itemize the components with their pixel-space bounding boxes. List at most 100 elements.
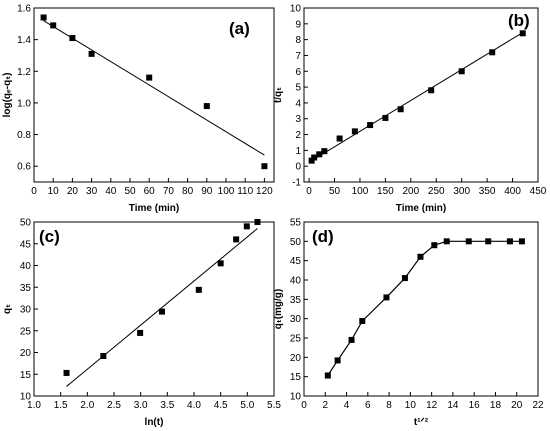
panel-b-y-tick-label: 6 [295, 67, 301, 78]
panel-d-data-point [348, 336, 355, 343]
panel-c-x-tick-label: 4.0 [187, 400, 201, 411]
panel-a-data-point [88, 50, 95, 57]
panel-c-x-tick-label: 2.5 [107, 400, 121, 411]
panel-c-data-point [254, 219, 261, 225]
panel-d-y-tick-label: 40 [290, 276, 302, 287]
panel-d-data-point [431, 242, 438, 249]
panel-c-data-point [233, 236, 240, 243]
panel-d-data-point [359, 317, 366, 324]
panel-b-y-tick-label: 0 [295, 162, 301, 173]
panel-c-y-axis-label: qₜ [2, 304, 13, 314]
panel-b: (b) Time (min) t/qₜ 0 50 100 150 200 250 300 35… [273, 4, 547, 215]
panel-c-x-tick-label: 4.5 [214, 400, 228, 411]
panel-d-data-point [324, 372, 331, 379]
panel-c-y-tick-label: 35 [20, 283, 32, 294]
panel-c-x-tick-label: 5.0 [240, 400, 254, 411]
panel-a-x-tick-label: 70 [163, 186, 175, 197]
panel-c: (c) ln(t) qₜ 1.0 1.5 2.0 2.5 3.0 3.5 4.0 4.5 5.0… [2, 218, 281, 429]
panel-b-y-tick-label: 8 [295, 35, 301, 46]
panel-a-y-tick-label: 1.0 [17, 98, 31, 109]
panel-c-data-point [195, 286, 202, 293]
panel-a-x-tick-label: 10 [48, 186, 60, 197]
panel-c-data-point [100, 352, 107, 359]
panel-d-x-tick-label: 12 [426, 400, 438, 411]
panel-b-data-point [458, 68, 465, 75]
panel-a-x-axis-label: Time (min) [129, 203, 179, 214]
panel-b-y-tick-label: 1 [295, 146, 301, 157]
panel-d-data-point [465, 238, 472, 245]
panel-c-plot-frame [33, 221, 275, 397]
panel-b-x-tick-label: 350 [479, 186, 496, 197]
panel-c-fit-line [66, 228, 258, 387]
panel-d-data-point [518, 238, 525, 245]
panel-b-data-point [519, 30, 526, 37]
panel-d-data-point [417, 253, 424, 260]
panel-c-x-tick-label: 3.0 [134, 400, 148, 411]
panel-b-data-point [397, 106, 404, 113]
panel-c-y-tick-label: 10 [20, 392, 32, 403]
panel-a-x-tick-label: 50 [124, 186, 136, 197]
panel-c-x-tick-label: 3.5 [160, 400, 174, 411]
panel-b-y-axis-label: t/qₜ [273, 87, 284, 103]
panel-b-x-tick-label: 250 [428, 186, 445, 197]
panel-d-y-axis-label: qₜ(mg/g) [273, 289, 284, 330]
panel-b-data-point [428, 87, 435, 94]
panel-d-tag: (d) [312, 227, 334, 246]
panel-d-y-tick-label: 30 [290, 314, 302, 325]
panel-b-y-tick-label: 2 [295, 130, 301, 141]
panel-d-x-tick-label: 6 [365, 400, 371, 411]
panel-d-series-line [327, 240, 522, 376]
panel-b-y-tick-label: -1 [292, 178, 301, 189]
panel-c-x-tick-label: 2.0 [80, 400, 94, 411]
panel-c-x-tick-label: 1.5 [54, 400, 68, 411]
panel-a-x-tick-label: 100 [218, 186, 235, 197]
panel-c-x-axis-label: ln(t) [145, 417, 164, 428]
panel-c-data-point [159, 308, 165, 315]
panel-b-x-tick-label: 300 [453, 186, 470, 197]
panel-a-y-tick-label: 1.4 [17, 35, 31, 46]
panel-b-y-tick-label: 3 [295, 114, 301, 125]
panel-c-data-point [137, 329, 144, 336]
panel-b-x-tick-label: 400 [504, 186, 521, 197]
panel-b-plot-frame [303, 7, 539, 183]
panel-b-y-tick-label: 9 [295, 19, 301, 30]
panel-a-y-tick-label: 0.8 [17, 130, 31, 141]
panel-b-x-tick-label: 150 [377, 186, 394, 197]
panel-d-x-tick-label: 0 [301, 400, 307, 411]
panel-d-y-tick-label: 55 [290, 218, 302, 229]
panel-c-data-point [63, 369, 70, 376]
panel-a-x-tick-label: 40 [105, 186, 117, 197]
panel-c-data-point [217, 260, 224, 267]
panel-b-data-point [336, 135, 343, 142]
panel-b-y-tick-label: 10 [290, 4, 302, 15]
panel-a-data-point [50, 22, 57, 29]
panel-d-x-tick-label: 14 [447, 400, 459, 411]
panel-d-data-point [334, 357, 341, 364]
panel-c-y-tick-label: 25 [20, 326, 32, 337]
panel-d-y-tick-label: 10 [290, 392, 302, 403]
panel-c-y-tick-label: 15 [20, 370, 32, 381]
panel-d-y-tick-label: 15 [290, 372, 302, 383]
panel-c-tag: (c) [39, 227, 60, 246]
panel-d-plot-frame [303, 221, 539, 397]
panel-a-x-tick-label: 110 [237, 186, 253, 197]
panel-b-fit-line [311, 32, 523, 162]
panel-d-y-tick-label: 20 [290, 353, 302, 364]
panel-b-data-point [382, 114, 389, 121]
panel-d-data-point [443, 238, 450, 245]
panel-a-x-tick-label: 0 [31, 186, 37, 197]
panel-d-y-tick-label: 35 [290, 295, 302, 306]
panel-a-y-tick-label: 1.6 [17, 4, 31, 15]
panel-b-data-point [489, 49, 496, 56]
panel-a-data-point [261, 163, 268, 170]
panel-b-tag: (b) [508, 11, 530, 30]
panel-a-data-point [40, 14, 47, 21]
panel-c-x-tick-label: 1.0 [27, 400, 41, 411]
panel-d: (d) t¹ᐟ² qₜ(mg/g) 0 2 4 6 8 10 12 14 16 18 20 22 10 1… [273, 218, 544, 429]
panel-a-tag: (a) [229, 19, 250, 38]
panel-c-y-tick-label: 45 [20, 239, 32, 250]
panel-c-y-tick-label: 30 [20, 305, 32, 316]
panel-b-data-point [367, 122, 374, 129]
panel-d-x-tick-label: 16 [469, 400, 481, 411]
